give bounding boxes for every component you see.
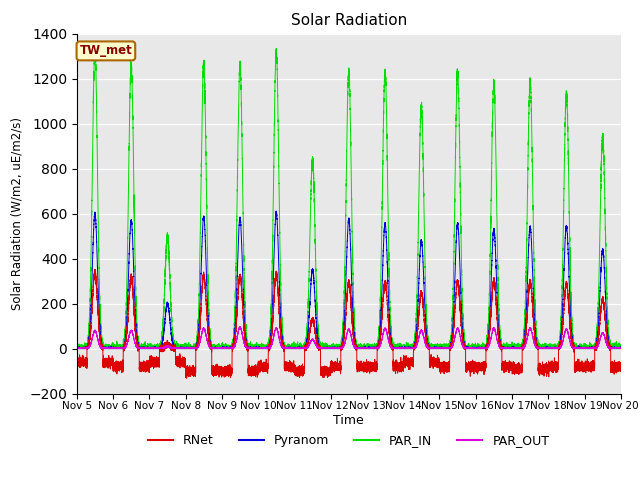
Pyranom: [617, 345, 625, 351]
RNet: [497, 343, 504, 349]
PAR_IN: [510, 346, 518, 351]
PAR_IN: [497, 341, 504, 347]
PAR_OUT: [73, 346, 81, 351]
PAR_OUT: [101, 346, 109, 351]
PAR_IN: [73, 346, 81, 351]
Y-axis label: Solar Radiation (W/m2, uE/m2/s): Solar Radiation (W/m2, uE/m2/s): [11, 117, 24, 310]
Pyranom: [73, 346, 81, 351]
Pyranom: [510, 346, 518, 351]
Legend: RNet, Pyranom, PAR_IN, PAR_OUT: RNet, Pyranom, PAR_IN, PAR_OUT: [143, 429, 554, 452]
Pyranom: [518, 346, 525, 351]
Pyranom: [101, 346, 109, 351]
PAR_IN: [482, 346, 490, 351]
PAR_OUT: [510, 346, 518, 351]
Line: Pyranom: Pyranom: [77, 211, 621, 348]
X-axis label: Time: Time: [333, 414, 364, 427]
Pyranom: [420, 288, 428, 293]
RNet: [518, 368, 525, 373]
Line: RNet: RNet: [77, 269, 621, 378]
PAR_IN: [518, 345, 525, 351]
PAR_OUT: [420, 336, 428, 342]
RNet: [73, 359, 81, 364]
RNet: [183, 375, 191, 381]
PAR_OUT: [518, 346, 525, 351]
Pyranom: [482, 346, 490, 351]
RNet: [482, 364, 490, 370]
PAR_IN: [91, 43, 99, 48]
PAR_OUT: [236, 324, 244, 329]
PAR_OUT: [482, 346, 490, 351]
RNet: [510, 367, 518, 373]
Title: Solar Radiation: Solar Radiation: [291, 13, 407, 28]
PAR_IN: [102, 341, 109, 347]
PAR_IN: [420, 213, 428, 218]
Pyranom: [73, 346, 81, 351]
Pyranom: [273, 208, 280, 214]
Text: TW_met: TW_met: [79, 44, 132, 58]
RNet: [91, 266, 99, 272]
Line: PAR_IN: PAR_IN: [77, 46, 621, 348]
RNet: [101, 357, 109, 363]
PAR_OUT: [497, 345, 504, 350]
PAR_OUT: [617, 346, 625, 351]
Line: PAR_OUT: PAR_OUT: [77, 326, 621, 348]
PAR_IN: [617, 346, 625, 351]
PAR_IN: [73, 342, 81, 348]
RNet: [617, 365, 625, 371]
RNet: [420, 317, 428, 323]
Pyranom: [497, 342, 504, 348]
